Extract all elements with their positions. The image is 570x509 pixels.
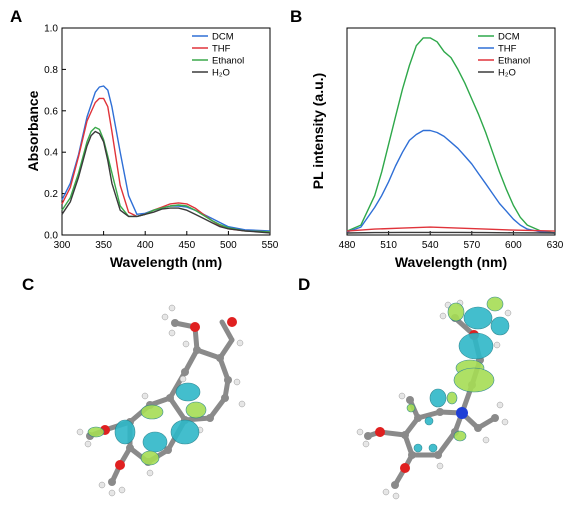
- chart-a-frame: [61, 27, 271, 236]
- chart-a-xtick-label: 450: [178, 240, 195, 251]
- panel-label-d: D: [298, 275, 310, 294]
- chart-a-xtick-label: 550: [262, 240, 279, 251]
- chart-a-xtick-label: 500: [220, 240, 237, 251]
- chart-a-ytick-label: 0.0: [44, 231, 58, 242]
- chart-b-legend-label: H₂O: [498, 68, 516, 79]
- chart-a-ticks: 300 350 400 450 500 550 0.0 0.2 0.4 0.6 0.8 1.0: [44, 24, 279, 252]
- chart-b-legend-label: DCM: [498, 32, 520, 43]
- chart-a-ylabel: Absorbance: [25, 90, 41, 171]
- chart-b-series-ethanol: [346, 226, 556, 232]
- chart-a-ytick-label: 0.8: [44, 65, 58, 76]
- chart-a-series-h2o: [61, 130, 271, 234]
- chart-a-legend-label: DCM: [212, 32, 234, 43]
- chart-b-xtick-label: 540: [422, 240, 439, 251]
- molecule-d-lobes: [406, 296, 510, 453]
- chart-a-series-thf: [61, 97, 271, 233]
- chart-a-series: [61, 85, 271, 234]
- chart-b-pl: 480 510 540 570 600 630 Wavelength (nm) PL in…: [310, 27, 564, 270]
- chart-b-xtick-label: 630: [547, 240, 564, 251]
- chart-b-legend-label: THF: [498, 44, 517, 55]
- chart-b-series-h2o: [346, 231, 556, 234]
- chart-b-series-thf: [346, 129, 556, 234]
- chart-a-series-dcm: [61, 85, 271, 232]
- chart-b-ticks: 480 510 540 570 600 630: [339, 231, 564, 251]
- panel-label-b: B: [290, 7, 302, 26]
- molecule-c-lobes: [87, 382, 207, 466]
- chart-a-ytick-label: 0.2: [44, 189, 58, 200]
- chart-a-legend-label: Ethanol: [212, 56, 244, 67]
- chart-b-xlabel: Wavelength (nm): [395, 254, 507, 270]
- chart-a-absorbance: 300 350 400 450 500 550 0.0 0.2 0.4 0.6 0.8 1.0 Wav…: [25, 24, 279, 271]
- chart-b-xtick-label: 510: [380, 240, 397, 251]
- chart-a-ytick-label: 1.0: [44, 24, 58, 35]
- chart-b-series-dcm: [346, 37, 556, 234]
- molecule-c-orbital: [76, 304, 246, 497]
- chart-a-xlabel: Wavelength (nm): [110, 254, 222, 270]
- molecule-d-orbital: [356, 296, 512, 500]
- chart-b-ylabel: PL intensity (a.u.): [310, 73, 326, 189]
- chart-a-xtick-label: 300: [54, 240, 71, 251]
- chart-b-xtick-label: 570: [463, 240, 480, 251]
- chart-b-xtick-label: 600: [505, 240, 522, 251]
- chart-a-series-ethanol: [61, 126, 271, 233]
- chart-a-ytick-label: 0.6: [44, 106, 58, 117]
- chart-b-frame: [346, 27, 556, 236]
- molecule-d-hydrogens: [356, 299, 512, 500]
- chart-b-xtick-label: 480: [339, 240, 356, 251]
- chart-a-ytick-label: 0.4: [44, 148, 58, 159]
- panel-label-c: C: [22, 275, 34, 294]
- chart-a-legend-label: H₂O: [212, 68, 230, 79]
- molecule-c-bonds: [87, 319, 235, 485]
- chart-a-legend-label: THF: [212, 44, 231, 55]
- chart-a-xtick-label: 350: [95, 240, 112, 251]
- panel-label-a: A: [10, 7, 22, 26]
- chart-a-xtick-label: 400: [137, 240, 154, 251]
- chart-b-legend-label: Ethanol: [498, 56, 530, 67]
- chart-b-series: [346, 37, 556, 234]
